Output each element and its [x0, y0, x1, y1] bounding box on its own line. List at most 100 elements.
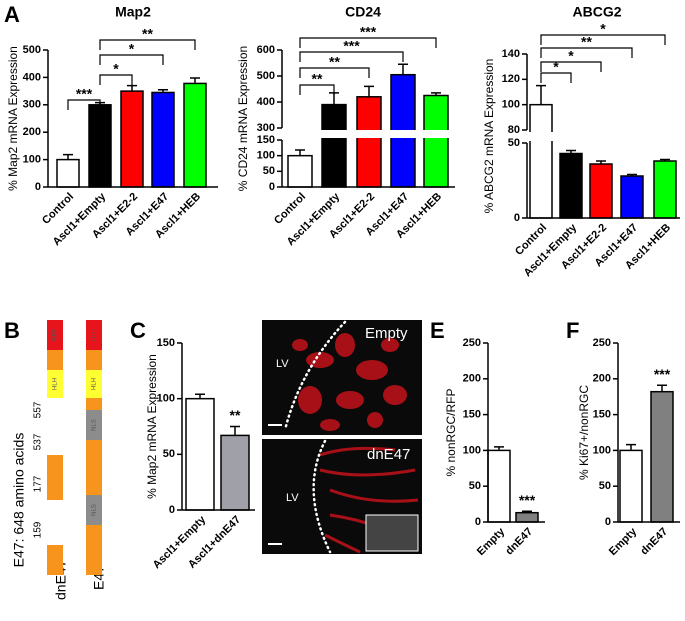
position-label: 159 [33, 521, 44, 538]
significance-label: ** [312, 71, 323, 87]
region-label: LV [276, 358, 289, 370]
y-tick-label: 250 [593, 337, 611, 349]
significance-label: *** [360, 24, 377, 40]
ventricle-border [312, 439, 332, 554]
y-tick-label: 0 [605, 516, 611, 528]
y-tick-label: 400 [257, 96, 275, 108]
position-label: 557 [33, 401, 44, 418]
y-tick-label: 50 [263, 165, 275, 177]
chart-title: Map2 [115, 4, 151, 20]
bar [220, 434, 250, 511]
domain [86, 320, 102, 350]
y-axis [181, 343, 255, 511]
chart-title: ABCG2 [572, 4, 621, 20]
error-bar [494, 446, 504, 451]
bar [559, 152, 583, 219]
domain [86, 410, 102, 440]
significance-label: ** [581, 34, 592, 50]
significance-label: * [568, 48, 574, 64]
bar [515, 511, 539, 523]
error-bar [431, 92, 441, 96]
bar [56, 158, 80, 188]
y-axis [47, 50, 218, 188]
y-axis-label: % Map2 mRNA Expression [145, 354, 159, 499]
y-tick-label: 50 [508, 137, 520, 149]
y-tick-label: 250 [463, 337, 481, 349]
y-axis [617, 343, 680, 523]
significance-label: * [553, 59, 559, 75]
bar [321, 103, 347, 188]
error-bar [536, 84, 546, 105]
y-tick-label: 500 [257, 70, 275, 82]
significance-label: *** [343, 38, 360, 54]
y-tick-label: 50 [599, 480, 611, 492]
error-bar [626, 443, 636, 451]
y-tick-label: 100 [23, 154, 41, 166]
y-tick-label: 80 [508, 124, 520, 136]
position-label: 177 [33, 475, 44, 492]
y-tick-label: 500 [23, 44, 41, 56]
bar [88, 104, 112, 188]
y-axis-label: % Ki67+/nonRGC [577, 385, 591, 480]
significance-bracket [299, 67, 370, 78]
significance-bracket [299, 84, 335, 95]
domain [86, 370, 102, 398]
significance-label: *** [519, 492, 536, 508]
y-tick-label: 100 [463, 444, 481, 456]
error-bar [230, 425, 240, 436]
error-bar [660, 158, 670, 161]
significance-bracket [540, 72, 572, 83]
error-bar [127, 84, 137, 92]
chart-title: CD24 [345, 4, 381, 20]
error-bar [190, 77, 200, 84]
error-bar [657, 384, 667, 392]
y-tick-label: 200 [463, 373, 481, 385]
y-tick-label: 0 [269, 181, 275, 193]
error-bar [295, 149, 305, 156]
bar [151, 91, 175, 188]
y-tick-label: 0 [475, 516, 481, 528]
domain [47, 350, 63, 370]
y-tick-label: 150 [257, 134, 275, 146]
x-tick-label: dnE47 [503, 526, 535, 558]
significance-label: *** [76, 86, 93, 102]
y-tick-label: 200 [593, 373, 611, 385]
y-tick-label: 100 [502, 99, 520, 111]
y-tick-label: 50 [469, 480, 481, 492]
error-bar [158, 88, 168, 93]
domain [86, 350, 102, 370]
bar [487, 449, 511, 523]
domain [47, 455, 63, 500]
error-bar [364, 85, 374, 97]
panel-label: E [430, 318, 445, 343]
y-tick-label: 0 [35, 181, 41, 193]
error-bar [596, 160, 606, 164]
bar [619, 449, 643, 523]
significance-label: * [113, 61, 119, 77]
significance-label: * [600, 21, 606, 37]
y-tick-label: 400 [23, 71, 41, 83]
error-bar [398, 63, 408, 75]
domain-label: HLH [53, 378, 59, 390]
micrograph: Empty LV dnE47 LV [262, 320, 422, 554]
x-tick-label: Empty [475, 525, 508, 558]
domain [86, 398, 102, 410]
bar [423, 94, 449, 188]
significance-bracket [540, 61, 602, 72]
significance-bracket [99, 39, 196, 50]
bar [356, 96, 382, 188]
construct-diagram: E47: 648 amino acids dnE47 E47 RFP HLH R… [11, 320, 107, 600]
region-label: LV [286, 492, 299, 504]
domain-label: RFP [92, 329, 98, 341]
y-tick-label: 300 [23, 99, 41, 111]
domain [47, 320, 63, 350]
y-axis-label: % nonRGC/RFP [444, 388, 458, 476]
inset [365, 514, 419, 552]
domain-label: HLH [92, 378, 98, 390]
axis-break [524, 132, 683, 141]
error-bar [627, 173, 637, 176]
bar [287, 154, 313, 188]
y-tick-label: 300 [257, 122, 275, 134]
error-bar [195, 393, 205, 399]
x-tick-label: Empty [607, 525, 640, 558]
